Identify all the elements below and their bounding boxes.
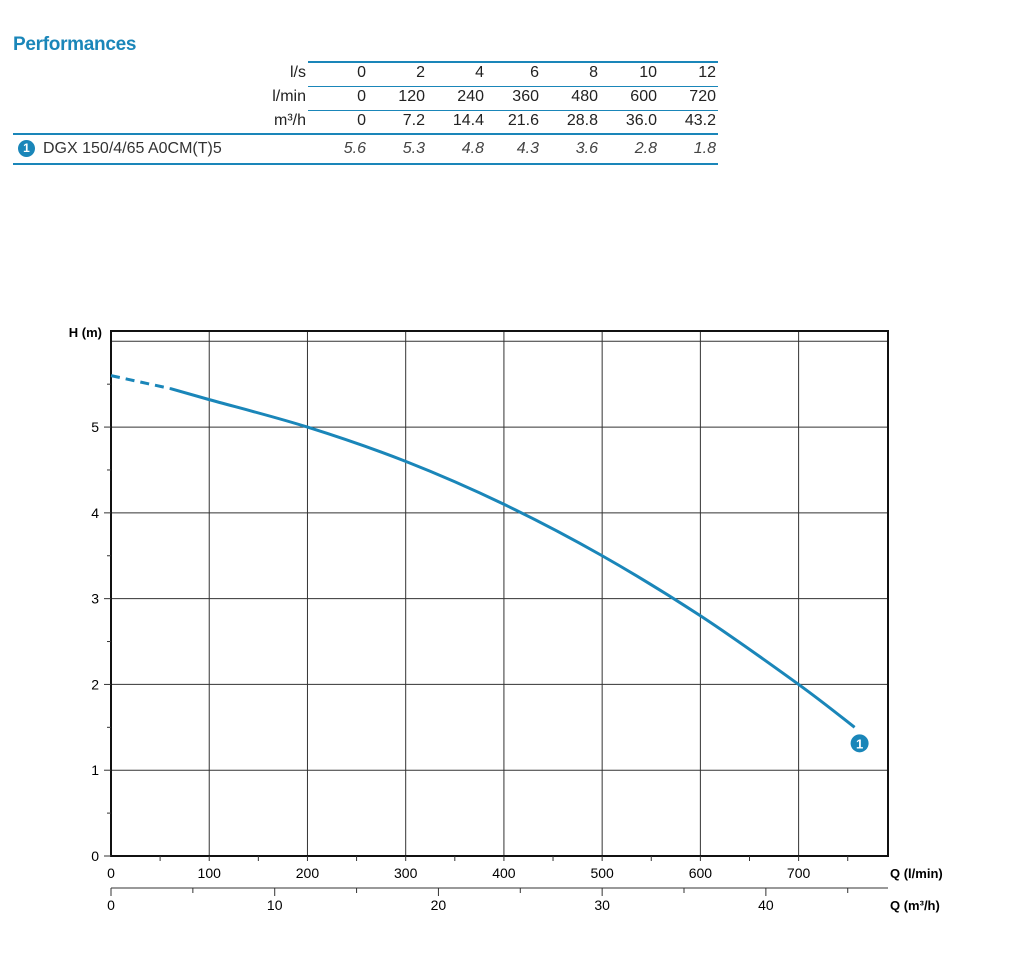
curve-badge: 1 <box>18 140 35 157</box>
x-tick-label: 400 <box>492 865 516 881</box>
table-cell: 28.8 <box>566 112 598 129</box>
curve-label: 1 <box>856 736 863 751</box>
head-value: 5.6 <box>343 140 366 157</box>
table-cell: 8 <box>589 64 598 81</box>
table-cell: 240 <box>457 88 484 105</box>
table-cell: 7.2 <box>402 112 425 129</box>
model-name: DGX 150/4/65 A0CM(T)5 <box>43 140 222 157</box>
curve-label-badge <box>850 734 869 753</box>
y-tick-label: 2 <box>91 676 99 692</box>
table-cell: 21.6 <box>507 112 539 129</box>
table-cell: 10 <box>639 64 657 81</box>
x2-tick-label: 30 <box>594 897 610 913</box>
y-axis-label: H (m) <box>69 325 102 340</box>
head-value: 5.3 <box>402 140 425 157</box>
y-tick-label: 3 <box>91 591 99 607</box>
x2-tick-label: 20 <box>431 897 447 913</box>
head-value: 1.8 <box>693 140 716 157</box>
x-tick-label: 200 <box>296 865 320 881</box>
table-cell: 43.2 <box>684 112 716 129</box>
x2-tick-label: 0 <box>107 897 115 913</box>
x-tick-label: 700 <box>787 865 811 881</box>
x-axis-label: Q (l/min) <box>890 866 943 881</box>
y-tick-label: 4 <box>91 505 99 521</box>
head-value: 2.8 <box>634 140 657 157</box>
x-tick-label: 0 <box>107 865 115 881</box>
table-cell: 720 <box>689 88 716 105</box>
unit-label: l/min <box>272 88 306 105</box>
head-value: 4.3 <box>516 140 539 157</box>
y-tick-label: 1 <box>91 762 99 778</box>
table-cell: 600 <box>630 88 657 105</box>
x2-axis-label: Q (m³/h) <box>890 898 940 913</box>
unit-label: l/s <box>290 64 306 81</box>
table-cell: 0 <box>357 112 366 129</box>
curve-dashed-segment <box>110 374 171 390</box>
table-cell: 0 <box>357 64 366 81</box>
pump-curve-line <box>169 387 856 729</box>
unit-label: m³/h <box>274 112 306 129</box>
table-cell: 12 <box>698 64 716 81</box>
model-row: 1 DGX 150/4/65 A0CM(T)5 5.6 5.3 4.8 4.3 3.6 2… <box>13 133 718 165</box>
head-value: 4.8 <box>461 140 484 157</box>
head-value: 3.6 <box>575 140 598 157</box>
table-cell: 14.4 <box>452 112 484 129</box>
x-tick-label: 300 <box>394 865 418 881</box>
x-tick-label: 600 <box>689 865 713 881</box>
table-cell: 2 <box>416 64 425 81</box>
table-cell: 4 <box>475 64 484 81</box>
table-cell: 36.0 <box>625 112 657 129</box>
x2-tick-label: 40 <box>758 897 774 913</box>
plot-frame <box>110 330 889 857</box>
y-tick-label: 0 <box>91 848 99 864</box>
x-tick-label: 100 <box>198 865 222 881</box>
table-cell: 360 <box>512 88 539 105</box>
x2-tick-label: 10 <box>267 897 283 913</box>
table-cell: 6 <box>530 64 539 81</box>
table-cell: 0 <box>357 88 366 105</box>
table-cell: 480 <box>571 88 598 105</box>
y-tick-label: 5 <box>91 419 99 435</box>
table-cell: 120 <box>398 88 425 105</box>
x-tick-label: 500 <box>590 865 614 881</box>
section-title: Performances <box>13 34 137 55</box>
